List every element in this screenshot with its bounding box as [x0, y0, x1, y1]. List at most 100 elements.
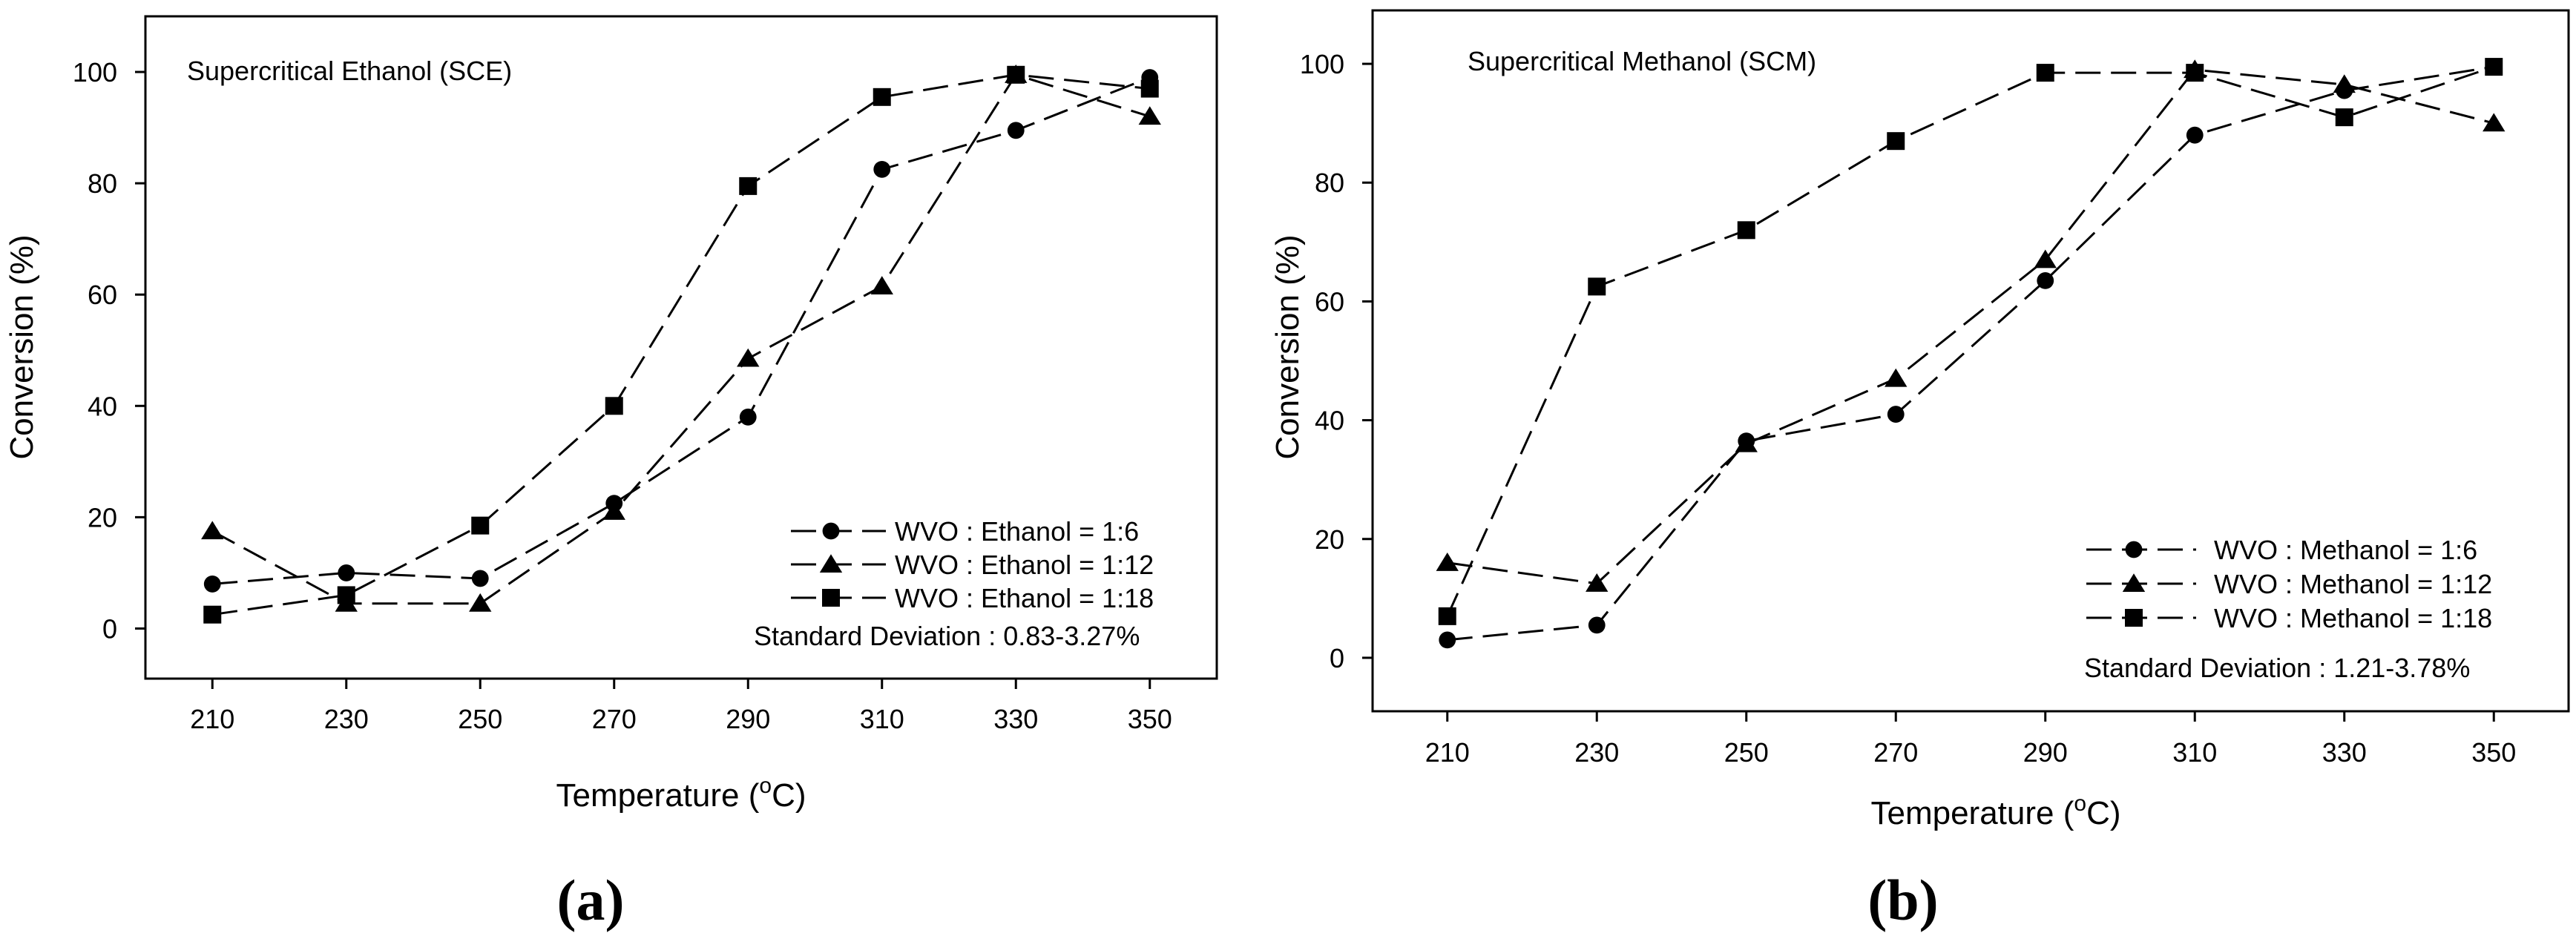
- x-tick-label: 350: [1128, 704, 1172, 734]
- series-layer: [1436, 58, 2506, 649]
- legend-marker-square: [2125, 609, 2143, 627]
- data-point-triangle: [870, 276, 893, 294]
- data-point-circle: [2037, 271, 2054, 289]
- series-line: [212, 73, 1150, 616]
- x-tick-label: 250: [1724, 737, 1769, 768]
- y-tick-label: 0: [102, 613, 117, 644]
- y-tick-label: 20: [88, 502, 117, 533]
- data-point-square: [2485, 58, 2503, 76]
- data-point-triangle: [2483, 113, 2506, 132]
- legend-item: WVO : Methanol = 1:6: [2086, 535, 2477, 565]
- data-point-triangle: [469, 593, 492, 612]
- x-tick-label: 210: [190, 704, 234, 734]
- data-point-circle: [203, 576, 221, 593]
- x-tick-label: 310: [860, 704, 904, 734]
- x-axis: 210 230 250 270 290 310 330 350: [1425, 711, 2516, 768]
- x-tick-label: 250: [458, 704, 502, 734]
- std-deviation-note: Standard Deviation : 1.21-3.78%: [2084, 653, 2470, 683]
- legend: WVO : Methanol = 1:6 WVO : Methanol = 1:1…: [2086, 535, 2492, 633]
- y-axis: 0 20 40 60 80 100: [1300, 49, 1373, 673]
- y-tick-label: 60: [88, 280, 117, 310]
- data-point-triangle: [1586, 573, 1609, 592]
- data-point-square: [1588, 277, 1606, 296]
- x-axis-title: Temperature (oC): [1870, 791, 2120, 831]
- data-point-square: [2186, 64, 2204, 82]
- data-point-circle: [1007, 122, 1025, 139]
- series-line: [211, 73, 1151, 605]
- data-point-circle: [338, 564, 355, 581]
- legend-item: WVO : Ethanol = 1:12: [791, 550, 1154, 580]
- data-point-circle: [1439, 631, 1456, 649]
- legend-item: WVO : Ethanol = 1:6: [791, 516, 1139, 547]
- series-circle: [203, 69, 1159, 593]
- data-point-square: [1007, 65, 1025, 84]
- chart-title: Supercritical Methanol (SCM): [1468, 46, 1816, 76]
- data-point-circle: [1588, 616, 1606, 634]
- x-tick-label: 210: [1425, 737, 1470, 768]
- series-layer: [201, 64, 1161, 624]
- legend-label: WVO : Ethanol = 1:18: [895, 583, 1154, 613]
- panel-label: (a): [557, 868, 625, 932]
- data-point-square: [1438, 607, 1456, 625]
- series-triangle: [1436, 59, 2506, 592]
- legend-label: WVO : Methanol = 1:12: [2214, 569, 2492, 599]
- x-tick-label: 330: [993, 704, 1038, 734]
- data-point-triangle: [1138, 106, 1161, 125]
- data-point-triangle: [1735, 433, 1758, 452]
- legend-item: WVO : Methanol = 1:12: [2086, 569, 2492, 599]
- data-point-square: [2335, 108, 2353, 127]
- y-tick-label: 100: [1300, 49, 1344, 79]
- data-point-triangle: [1885, 368, 1908, 387]
- legend-marker-circle: [822, 522, 840, 540]
- data-point-circle: [1887, 406, 1905, 423]
- chart-panel-ethanol: Supercritical Ethanol (SCE) Conversion (…: [4, 15, 1218, 932]
- legend-item: WVO : Ethanol = 1:18: [791, 583, 1154, 613]
- data-point-triangle: [2034, 249, 2057, 268]
- y-axis-title: Conversion (%): [4, 234, 40, 459]
- data-point-circle: [2186, 126, 2204, 144]
- x-tick-label: 230: [324, 704, 369, 734]
- series-line: [212, 76, 1151, 585]
- data-point-square: [337, 586, 355, 604]
- x-tick-label: 230: [1574, 737, 1619, 768]
- data-point-square: [471, 516, 490, 535]
- legend-marker-triangle: [819, 554, 843, 573]
- y-tick-label: 40: [1315, 406, 1344, 436]
- panel-label: (b): [1867, 868, 1938, 932]
- data-point-square: [739, 177, 758, 195]
- data-point-square: [605, 397, 623, 415]
- legend-marker-circle: [2125, 541, 2143, 558]
- legend-label: WVO : Methanol = 1:18: [2214, 603, 2492, 633]
- x-tick-label: 350: [2471, 737, 2516, 768]
- x-axis-title: Temperature (oC): [556, 774, 806, 814]
- data-point-triangle: [201, 521, 224, 540]
- plot-frame: [1371, 9, 2570, 713]
- x-tick-label: 330: [2322, 737, 2367, 768]
- data-point-circle: [873, 160, 891, 178]
- data-point-triangle: [1436, 552, 1459, 571]
- x-tick-label: 310: [2172, 737, 2217, 768]
- data-point-square: [873, 88, 891, 106]
- data-point-circle: [471, 570, 489, 587]
- x-tick-label: 290: [2023, 737, 2068, 768]
- data-point-square: [1737, 221, 1755, 240]
- plot-frame: [144, 15, 1218, 680]
- y-tick-label: 100: [73, 57, 117, 88]
- series-line: [1447, 68, 2494, 585]
- series-line: [1446, 65, 2494, 617]
- y-tick-label: 80: [1315, 168, 1344, 198]
- data-point-square: [1887, 132, 1905, 151]
- y-tick-label: 20: [1315, 524, 1344, 555]
- legend-label: WVO : Methanol = 1:6: [2214, 535, 2477, 565]
- chart-title: Supercritical Ethanol (SCE): [187, 56, 512, 86]
- legend-label: WVO : Ethanol = 1:12: [895, 550, 1154, 580]
- series-square: [1438, 58, 2503, 625]
- series-square: [203, 65, 1159, 624]
- legend-marker-square: [822, 589, 840, 607]
- data-point-triangle: [2333, 74, 2356, 93]
- y-axis: 0 20 40 60 80 100: [73, 57, 145, 644]
- legend-marker-triangle: [2122, 573, 2146, 593]
- legend-item: WVO : Methanol = 1:18: [2086, 603, 2492, 633]
